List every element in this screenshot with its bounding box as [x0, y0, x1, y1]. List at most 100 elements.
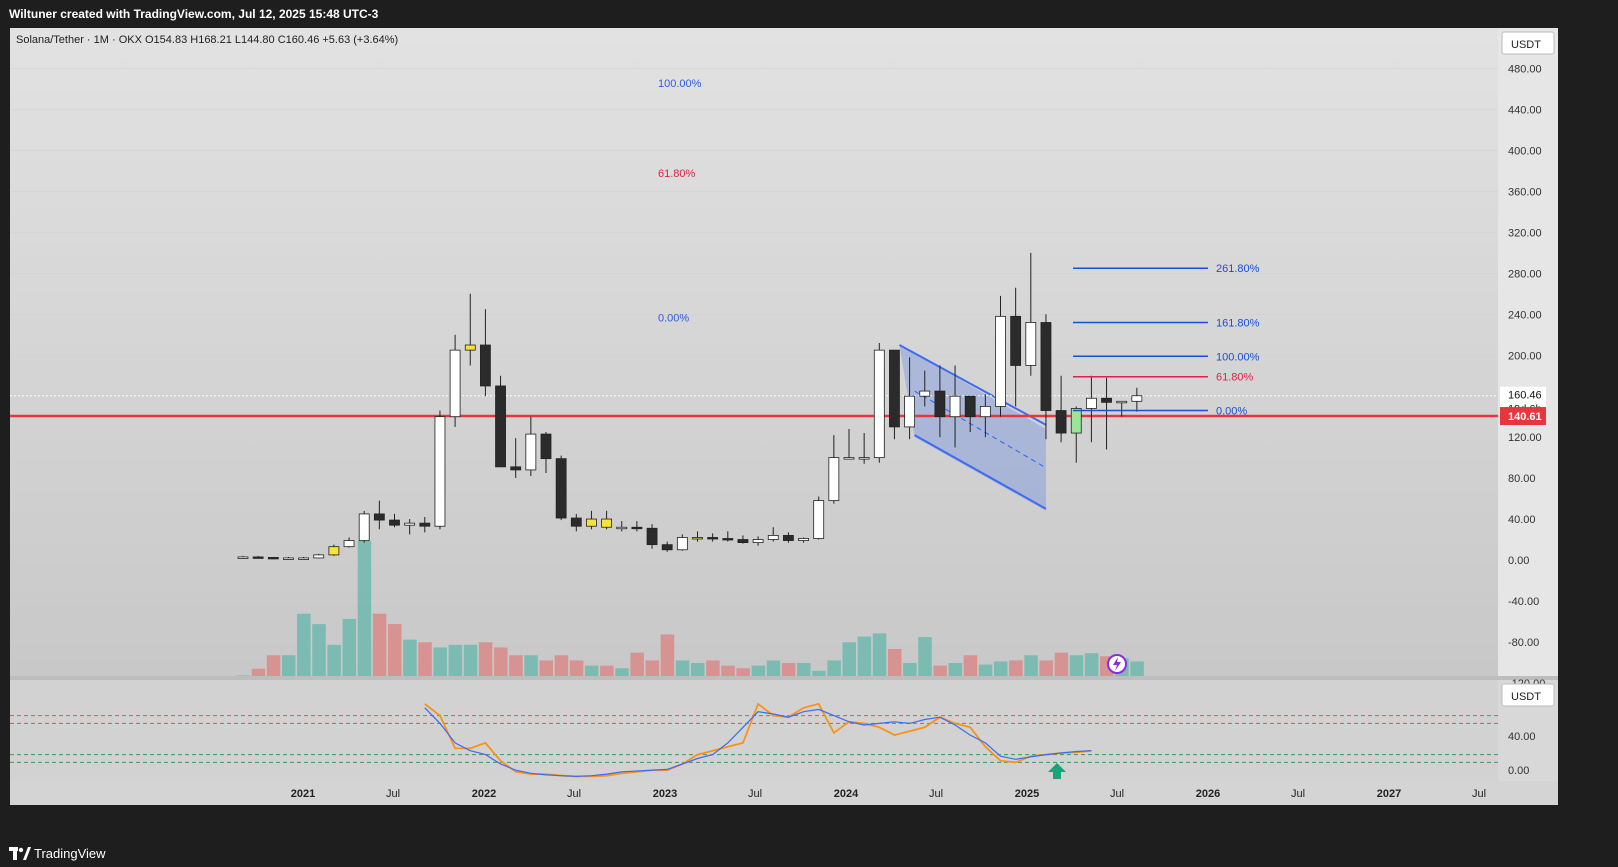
- time-axis-label: Jul: [1110, 788, 1124, 800]
- volume-bar: [721, 665, 735, 676]
- volume-bar: [251, 668, 266, 676]
- time-axis-label: 2026: [1196, 788, 1220, 800]
- price-tick-label: 360.00: [1508, 186, 1542, 198]
- channel-fill: [899, 345, 1046, 511]
- volume-bar: [903, 663, 917, 676]
- time-axis-label: 2024: [834, 788, 859, 800]
- fib-level-label: 261.80%: [1216, 263, 1260, 275]
- volume-bar: [1130, 661, 1144, 676]
- volume-bar: [872, 633, 887, 676]
- volume-bar: [887, 649, 902, 676]
- last-price-badge: [1500, 386, 1546, 402]
- candle-body: [661, 544, 673, 551]
- candle-body: [934, 390, 946, 418]
- candle-body: [631, 526, 643, 530]
- channel-upper-line: [898, 344, 1047, 426]
- candle-body: [389, 519, 400, 526]
- candle-body: [1010, 315, 1022, 366]
- footer-brand: TradingView: [34, 846, 106, 861]
- candle-body: [283, 557, 294, 560]
- fib-left-label: 100.00%: [658, 78, 702, 90]
- price-tick-label: 240.00: [1508, 309, 1542, 321]
- buy-signal-arrow-icon: [1048, 763, 1066, 779]
- candle-body: [1086, 397, 1097, 409]
- price-tick-label: 280.00: [1508, 268, 1542, 280]
- volume-bar: [1024, 655, 1038, 676]
- candle-body: [510, 466, 522, 471]
- fib-level-label: 0.00%: [1216, 406, 1247, 418]
- candle-body: [646, 527, 658, 546]
- volume-bar: [857, 636, 872, 676]
- footer: TradingView: [0, 840, 1618, 867]
- candle-body: [1025, 322, 1037, 366]
- volume-bar: [645, 660, 660, 676]
- time-axis-label: 2022: [472, 788, 496, 800]
- candle-body: [843, 457, 855, 460]
- candle-body: [343, 540, 355, 548]
- osc-currency-label: USDT: [1511, 691, 1541, 703]
- candle-body: [828, 457, 840, 502]
- volume-bar: [494, 647, 508, 676]
- fib-left-label: 61.80%: [658, 168, 696, 180]
- volume-bar: [463, 644, 478, 676]
- volume-bar: [736, 668, 750, 676]
- candle-body: [540, 433, 552, 460]
- candle-body: [995, 315, 1006, 407]
- candle-body: [479, 344, 491, 387]
- pane-divider: [10, 676, 1558, 680]
- fib-left-label: 0.00%: [658, 312, 689, 324]
- lightning-icon-glyph: [1113, 657, 1121, 671]
- candle-body: [419, 522, 431, 527]
- volume-bar: [569, 660, 584, 676]
- price-tick-label: 480.00: [1508, 64, 1542, 76]
- volume-bar: [403, 639, 417, 676]
- price-tick-label: 400.00: [1508, 146, 1542, 158]
- support-price-label: 140.61: [1508, 411, 1542, 423]
- time-axis-label: 2023: [653, 788, 677, 800]
- volume-bar: [1039, 660, 1053, 676]
- osc-tick-label: 40.00: [1508, 731, 1536, 743]
- volume-bar: [478, 642, 493, 676]
- volume-bar: [388, 624, 402, 676]
- candle-body: [692, 537, 703, 540]
- last-price-label: 160.46: [1508, 390, 1542, 402]
- volume-bar: [539, 660, 553, 676]
- header-title: Wiltuner created with TradingView.com, J…: [0, 0, 1618, 28]
- volume-bar: [978, 664, 993, 676]
- volume-bar: [342, 618, 357, 676]
- volume-bar: [918, 637, 932, 676]
- volume-bar: [357, 541, 372, 676]
- candle-body: [1055, 410, 1067, 434]
- time-axis-label: 2025: [1015, 788, 1039, 800]
- price-tick-label: 200.00: [1508, 350, 1542, 362]
- candle-body: [525, 433, 537, 471]
- candle-body: [237, 556, 249, 559]
- candle-body: [358, 513, 370, 541]
- candle-body: [813, 500, 825, 539]
- candle-body: [964, 395, 976, 418]
- chart-svg[interactable]: 480.00 440.00 400.00 360.00 320.00 280.00 240.…: [0, 28, 1618, 840]
- volume-bar: [312, 624, 326, 676]
- volume-bar: [554, 655, 569, 676]
- candle-body: [267, 557, 279, 560]
- currency-label: USDT: [1511, 39, 1541, 51]
- volume-bar: [418, 642, 432, 676]
- currency-button: [1501, 31, 1555, 55]
- time-axis-label: Jul: [567, 788, 581, 800]
- time-axis-background: [10, 781, 1558, 805]
- volume-bar: [236, 675, 250, 676]
- price-tick-label: 80.00: [1508, 473, 1536, 485]
- volume-bar: [615, 668, 629, 676]
- candle-body: [737, 539, 749, 543]
- volume-bar: [691, 663, 705, 676]
- price-axis-background: [1498, 28, 1558, 676]
- candle-body: [752, 539, 764, 543]
- price-tick-label: 320.00: [1508, 227, 1542, 239]
- fib-level-label: 61.80%: [1216, 372, 1254, 384]
- volume-bar: [584, 665, 599, 676]
- candle-body: [858, 457, 870, 460]
- candle-body: [889, 349, 900, 428]
- time-axis-label: Jul: [748, 788, 762, 800]
- time-axis-label: Jul: [1472, 788, 1486, 800]
- candle-body: [252, 556, 264, 559]
